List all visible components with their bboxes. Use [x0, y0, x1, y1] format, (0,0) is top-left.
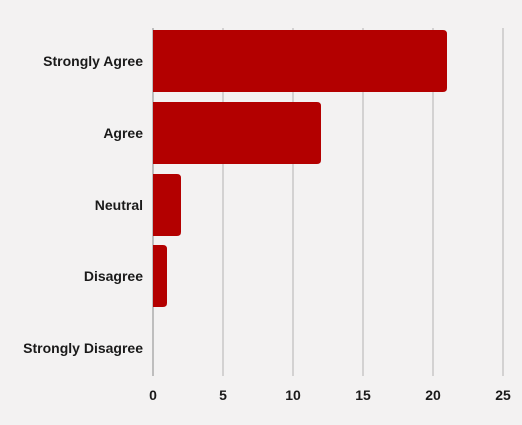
category-label: Strongly Disagree [23, 340, 143, 356]
bar-disagree [153, 245, 167, 307]
category-label: Strongly Agree [43, 53, 143, 69]
category-label: Neutral [95, 197, 143, 213]
x-tick-label: 15 [355, 387, 371, 403]
x-tick-label: 20 [425, 387, 441, 403]
category-labels: Strongly Agree Agree Neutral Disagree Strong… [23, 53, 143, 356]
x-tick-label: 5 [219, 387, 227, 403]
bar-neutral [153, 174, 181, 236]
bars [153, 30, 447, 307]
bar-strongly-agree [153, 30, 447, 92]
x-tick-label: 0 [149, 387, 157, 403]
category-label: Disagree [84, 268, 143, 284]
category-label: Agree [103, 125, 143, 141]
bar-agree [153, 102, 321, 164]
x-tick-label: 25 [495, 387, 511, 403]
x-tick-label: 10 [285, 387, 301, 403]
x-tick-labels: 0 5 10 15 20 25 [149, 387, 511, 403]
